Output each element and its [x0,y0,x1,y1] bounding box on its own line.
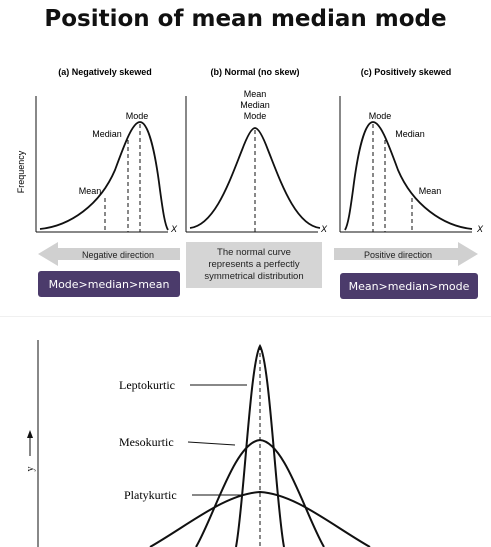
normal-note-line-3: symmetrical distribution [204,271,304,282]
kurtosis-diagram: y Leptokurtic Mesokurtic Platykurtic [25,340,371,547]
heading-negative: (a) Negatively skewed [58,67,152,77]
kurtosis-y-label: y [25,467,36,472]
mesokurtic-label: Mesokurtic [119,435,174,449]
page-title: Position of mean median mode [44,6,447,32]
positive-direction-label: Positive direction [364,250,432,260]
panel-normal [185,96,321,233]
heading-positive: (c) Positively skewed [361,67,452,77]
normal-curve [189,127,321,229]
positive-mode-label: Mode [369,111,392,121]
negative-median-label: Median [92,129,122,139]
heading-normal: (b) Normal (no skew) [210,67,299,77]
normal-mean-label: Mean [244,89,267,99]
negative-mean-label: Mean [79,186,102,196]
normal-note-line-1: The normal curve [217,247,291,258]
negative-x-label: X [170,224,178,234]
y-arrow-head [27,430,33,438]
platykurtic-label: Platykurtic [124,488,177,502]
negative-skew-curve [39,121,169,231]
normal-x-label: X [320,224,328,234]
positive-summary-box: Mean>median>mode [340,273,478,299]
skewness-diagram: (a) Negatively skewed (b) Normal (no ske… [16,67,484,266]
normal-mode-label: Mode [244,111,267,121]
negative-mode-label: Mode [126,111,149,121]
normal-note-line-2: represents a perfectly [208,259,300,270]
negative-direction-arrow [38,242,180,266]
negative-direction-label: Negative direction [82,250,154,260]
mesokurtic-pointer [187,441,236,446]
platykurtic-curve [149,490,371,547]
section-divider [0,316,491,325]
positive-median-label: Median [395,129,425,139]
leptokurtic-label: Leptokurtic [119,378,175,392]
positive-mean-label: Mean [419,186,442,196]
positive-skew-curve [344,121,473,231]
normal-median-label: Median [240,100,270,110]
frequency-label: Frequency [16,150,26,193]
panel-positive [339,96,473,233]
positive-direction-arrow [334,242,478,266]
panel-negative [35,96,169,233]
negative-summary-box: Mode>median>mean [38,271,180,297]
positive-x-label: X [476,224,484,234]
normal-curve-note: The normal curve represents a perfectly … [186,242,322,288]
